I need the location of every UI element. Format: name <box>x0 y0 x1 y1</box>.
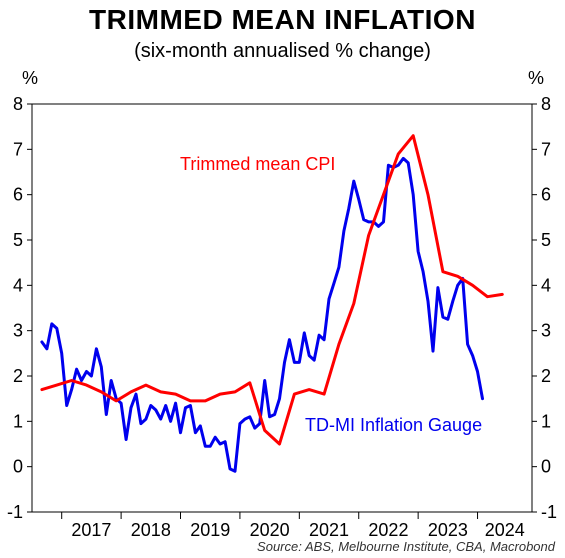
td-mi-gauge-label: TD-MI Inflation Gauge <box>305 415 482 435</box>
x-tick-label: 2017 <box>71 520 111 540</box>
trimmed-mean-label: Trimmed mean CPI <box>180 154 335 174</box>
chart-title: TRIMMED MEAN INFLATION <box>89 4 476 35</box>
x-tick-label: 2020 <box>250 520 290 540</box>
source-note: Source: ABS, Melbourne Institute, CBA, M… <box>257 539 555 554</box>
y-tick-label-left: 5 <box>13 230 23 250</box>
y-tick-label-left: 7 <box>13 139 23 159</box>
td-mi-inflation-gauge-line <box>40 156 484 473</box>
y-tick-label-left: 1 <box>13 411 23 431</box>
y-tick-label-right: 7 <box>541 139 551 159</box>
y-tick-label-left: 0 <box>13 457 23 477</box>
right-axis-unit: % <box>528 68 545 88</box>
y-tick-label-right: 6 <box>541 185 551 205</box>
plot-frame <box>31 103 533 513</box>
y-tick-label-left: 4 <box>13 275 23 295</box>
x-tick-label: 2021 <box>309 520 349 540</box>
left-axis-unit: % <box>22 68 39 88</box>
y-tick-label-right: 8 <box>541 94 551 114</box>
y-tick-label-right: 2 <box>541 366 551 386</box>
trimmed-mean-cpi-line <box>40 134 504 446</box>
y-tick-label-right: 4 <box>541 275 551 295</box>
chart-subtitle: (six-month annualised % change) <box>134 40 431 62</box>
y-tick-label-left: 2 <box>13 366 23 386</box>
y-tick-label-left: 3 <box>13 321 23 341</box>
x-tick-label: 2019 <box>190 520 230 540</box>
y-tick-label-right: 3 <box>541 321 551 341</box>
y-tick-label-left: -1 <box>7 502 23 522</box>
x-tick-label: 2018 <box>131 520 171 540</box>
y-tick-label-right: 1 <box>541 411 551 431</box>
x-tick-label: 2024 <box>485 520 525 540</box>
y-tick-label-right: 5 <box>541 230 551 250</box>
x-tick-label: 2022 <box>368 520 408 540</box>
y-tick-label-right: -1 <box>541 502 557 522</box>
y-tick-label-right: 0 <box>541 457 551 477</box>
y-tick-label-left: 6 <box>13 185 23 205</box>
y-tick-label-left: 8 <box>13 94 23 114</box>
x-tick-label: 2023 <box>428 520 468 540</box>
